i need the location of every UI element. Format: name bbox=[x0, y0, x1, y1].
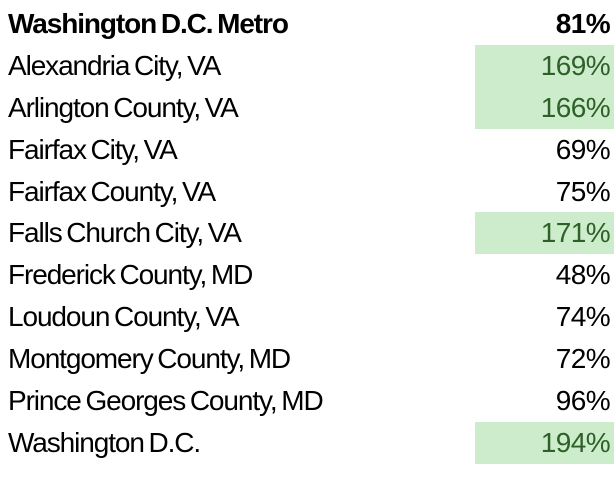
percent-value: 69% bbox=[555, 133, 611, 165]
table-row-loudoun: Loudoun County, VA 74% bbox=[0, 296, 614, 338]
percent-value: 96% bbox=[555, 384, 611, 416]
location-label: Prince Georges County, MD bbox=[8, 384, 324, 416]
table-row-metro-total: Washington D.C. Metro 81% bbox=[0, 3, 614, 45]
table-row-montgomery: Montgomery County, MD 72% bbox=[0, 338, 614, 380]
table-row-fairfax-county: Fairfax County, VA 75% bbox=[0, 171, 614, 213]
percent-table: Washington D.C. Metro 81% Alexandria Cit… bbox=[0, 3, 614, 464]
location-label: Loudoun County, VA bbox=[8, 301, 240, 333]
table-row-frederick: Frederick County, MD 48% bbox=[0, 254, 614, 296]
percent-value: 169% bbox=[475, 44, 614, 87]
location-label: Washington D.C. Metro bbox=[8, 7, 289, 39]
location-label: Washington D.C. bbox=[8, 426, 201, 458]
location-label: Fairfax County, VA bbox=[8, 175, 216, 207]
location-label: Alexandria City, VA bbox=[8, 49, 221, 81]
percent-value: 166% bbox=[475, 86, 614, 129]
table-row-alexandria: Alexandria City, VA 169% bbox=[0, 44, 614, 87]
percent-value: 72% bbox=[555, 343, 611, 375]
percent-value: 81% bbox=[555, 7, 611, 39]
location-label: Falls Church City, VA bbox=[8, 217, 242, 249]
percent-value: 74% bbox=[555, 301, 611, 333]
percent-value: 194% bbox=[475, 421, 614, 464]
table-row-fairfax-city: Fairfax City, VA 69% bbox=[0, 129, 614, 171]
table-row-arlington: Arlington County, VA 166% bbox=[0, 86, 614, 129]
table-row-washington-dc: Washington D.C. 194% bbox=[0, 421, 614, 464]
percent-value: 48% bbox=[555, 259, 611, 291]
location-label: Fairfax City, VA bbox=[8, 133, 178, 165]
table-row-falls-church: Falls Church City, VA 171% bbox=[0, 212, 614, 255]
location-label: Arlington County, VA bbox=[8, 91, 239, 123]
percent-value: 75% bbox=[555, 175, 611, 207]
percent-value: 171% bbox=[475, 212, 614, 255]
table-row-prince-georges: Prince Georges County, MD 96% bbox=[0, 380, 614, 422]
location-label: Montgomery County, MD bbox=[8, 343, 291, 375]
location-label: Frederick County, MD bbox=[8, 259, 253, 291]
